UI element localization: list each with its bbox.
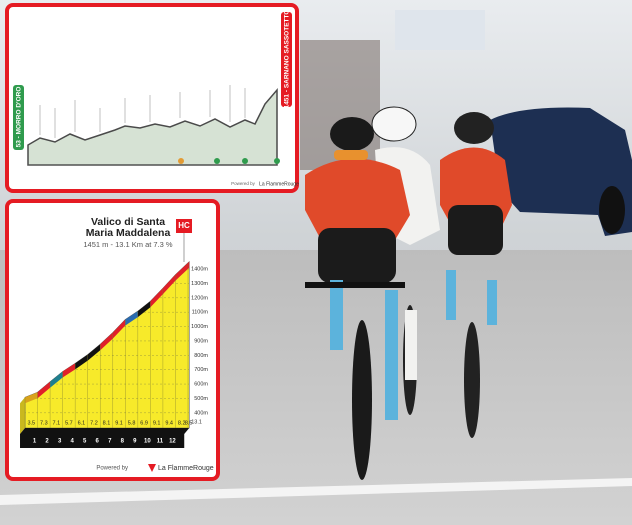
- powered-by: Powered by: [96, 466, 128, 472]
- brand: La FlammeRouge: [259, 181, 299, 187]
- x-tick-label: 11: [157, 439, 164, 445]
- gradient-label: 8.1: [103, 420, 111, 426]
- crowd: [300, 40, 380, 170]
- sign: [395, 10, 485, 50]
- brand-logo: [148, 464, 156, 472]
- helmet: [454, 112, 494, 144]
- x-tick-label: 9: [133, 439, 137, 445]
- gradient-label: 3.5: [27, 420, 35, 426]
- distance-label: 13.1: [191, 419, 202, 425]
- powered-by: Powered by: [231, 181, 256, 186]
- shorts: [448, 205, 503, 255]
- gradient-label: 9.4: [165, 420, 173, 426]
- gradient-segment: [187, 261, 190, 269]
- rider: [440, 112, 512, 438]
- helmet: [371, 106, 417, 142]
- climb-inset: Valico di Santa Maria Maddalena 1451 m -…: [5, 199, 220, 481]
- shorts: [318, 228, 396, 283]
- gradient-segment: [175, 262, 188, 281]
- helmet: [330, 117, 374, 151]
- y-tick-label: 500m: [194, 396, 208, 402]
- chart-subtitle: 1451 m - 13.1 Km at 7.3 %: [83, 240, 173, 249]
- start-label: 53 - MORRO D'ORO: [16, 87, 23, 148]
- gradient-label: 8.5: [185, 420, 193, 426]
- y-tick-label: 1300m: [191, 281, 208, 287]
- leg: [385, 290, 398, 420]
- category-tag: HC: [178, 221, 190, 230]
- x-tick-label: 6: [96, 439, 100, 445]
- car: [490, 107, 632, 236]
- leg: [330, 280, 343, 350]
- x-tick-label: 8: [121, 439, 125, 445]
- stage-profile-inset: 53 - MORRO D'ORO 1451 - SARNANO SASSOTET…: [5, 3, 299, 193]
- gradient-segment: [75, 354, 88, 370]
- chart-title: Valico di Santa: [91, 216, 165, 228]
- glasses: [334, 150, 368, 160]
- start-tag: [13, 85, 24, 150]
- category-tag-bg: [176, 219, 192, 233]
- x-tick-label: 7: [108, 439, 112, 445]
- gradient-label: 7.1: [53, 420, 61, 426]
- car-wheel: [599, 186, 625, 234]
- gradient-segment: [137, 301, 151, 318]
- chart-title: Maria Maddalena: [86, 227, 171, 239]
- base-band: [20, 428, 190, 448]
- climb-marker: [274, 158, 280, 164]
- x-tick-label: 10: [144, 439, 151, 445]
- brand: La FlammeRouge: [158, 465, 214, 472]
- finish-label: 1451 - SARNANO SASSOTETTO: [284, 10, 291, 109]
- x-tick-label: 12: [169, 439, 176, 445]
- y-tick-label: 600m: [194, 382, 208, 388]
- gradient-label: 7.2: [90, 420, 98, 426]
- gradient-segment: [112, 319, 126, 339]
- leg: [487, 280, 497, 325]
- x-tick-label: 5: [83, 439, 87, 445]
- gradient-segment: [125, 311, 138, 326]
- climb-marker: [242, 158, 248, 164]
- gradient-label: 6.1: [78, 420, 86, 426]
- gradient-label: 7.3: [40, 420, 48, 426]
- gradient-segment: [162, 274, 176, 295]
- gradient-segment: [50, 371, 63, 388]
- gradient-segment: [37, 381, 51, 399]
- gradient-segment: [62, 363, 76, 378]
- gradient-label: 9.1: [153, 420, 161, 426]
- gradient-segment: [87, 344, 101, 361]
- y-tick-label: 700m: [194, 367, 208, 373]
- rider: [305, 117, 410, 480]
- wheel: [464, 322, 480, 438]
- x-tick-label: 4: [70, 439, 74, 445]
- sprint-marker: [178, 158, 184, 164]
- y-tick-label: 1200m: [191, 295, 208, 301]
- stage-profile-shape: [27, 87, 278, 166]
- gradient-label: 5.7: [65, 420, 73, 426]
- jersey: [305, 158, 410, 240]
- stage-profile-markers: [39, 85, 246, 138]
- road-line: [0, 478, 632, 505]
- y-tick-label: 1100m: [192, 310, 209, 316]
- climb-marker: [214, 158, 220, 164]
- x-tick-label: 1: [33, 439, 37, 445]
- y-tick-label: 900m: [194, 338, 208, 344]
- y-tick-label: 800m: [194, 353, 208, 359]
- leg: [446, 270, 456, 320]
- gradient-label: 8.2: [178, 420, 186, 426]
- gradient-label: 6.9: [140, 420, 148, 426]
- x-tick-label: 2: [45, 439, 49, 445]
- y-tick-label: 1400m: [191, 267, 208, 273]
- gradient-segment: [150, 288, 163, 308]
- x-tick-label: 3: [58, 439, 62, 445]
- wheel: [352, 320, 372, 480]
- gradient-segment: [100, 332, 113, 351]
- finish-tag: [281, 12, 292, 107]
- y-tick-label: 1000m: [191, 324, 208, 330]
- elevation-side: [20, 397, 26, 434]
- gradient-label: 5.8: [128, 420, 136, 426]
- gradient-label: 9.1: [115, 420, 123, 426]
- gradient-segment: [25, 392, 38, 404]
- y-tick-label: 400m: [194, 410, 208, 416]
- leg: [405, 310, 417, 380]
